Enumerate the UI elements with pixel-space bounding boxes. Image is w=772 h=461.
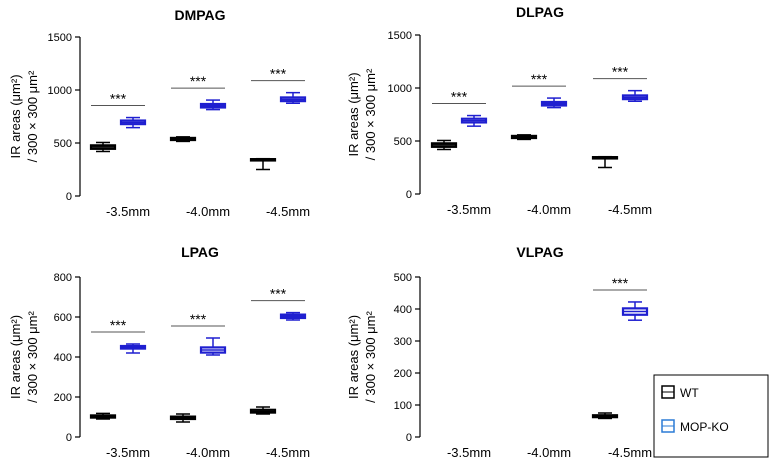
y-tick-label: 600 bbox=[54, 312, 72, 324]
y-axis-label-line1: IR areas (μm²) bbox=[8, 74, 23, 158]
x-category-label: -4.0mm bbox=[527, 202, 571, 217]
y-tick-label: 400 bbox=[54, 352, 72, 364]
box-mopko bbox=[621, 89, 649, 102]
y-tick-label: 100 bbox=[394, 400, 412, 412]
box-wt bbox=[169, 136, 197, 143]
x-category-label: -4.0mm bbox=[186, 204, 230, 219]
significance-label: *** bbox=[451, 89, 468, 105]
y-axis-label-line1: IR areas (μm²) bbox=[346, 315, 361, 399]
panel-title: VLPAG bbox=[516, 244, 563, 260]
box-mopko bbox=[199, 99, 227, 111]
panel-lpag: LPAG IR areas (μm²)/ 300 × 300 μm² 0 200 400… bbox=[8, 244, 310, 460]
x-category-label: -4.5mm bbox=[608, 202, 652, 217]
y-tick-label: 0 bbox=[66, 432, 72, 444]
box-mopko bbox=[621, 301, 649, 321]
box-wt bbox=[249, 157, 277, 171]
panel-title: DMPAG bbox=[174, 7, 225, 23]
x-category-label: -3.5mm bbox=[106, 445, 150, 460]
y-tick-label: 0 bbox=[406, 189, 412, 201]
y-tick-label: 1000 bbox=[388, 83, 412, 95]
y-tick-label: 200 bbox=[394, 368, 412, 380]
panel-dlpag: DLPAG IR areas (μm²)/ 300 × 300 μm² 0 500 10… bbox=[346, 4, 652, 217]
x-category-label: -4.5mm bbox=[266, 445, 310, 460]
y-tick-label: 1500 bbox=[388, 30, 412, 42]
x-category-label: -3.5mm bbox=[106, 204, 150, 219]
y-tick-label: 800 bbox=[54, 272, 72, 284]
box-wt bbox=[591, 155, 619, 169]
panel-vlpag: VLPAG IR areas (μm²)/ 300 × 300 μm² 0 100 20… bbox=[346, 244, 652, 460]
box-wt bbox=[89, 412, 117, 420]
y-axis-label: IR areas (μm²)/ 300 × 300 μm² bbox=[346, 310, 378, 402]
box-wt bbox=[169, 413, 197, 423]
box-wt bbox=[510, 134, 538, 141]
y-axis-label: IR areas (μm²)/ 300 × 300 μm² bbox=[346, 68, 378, 160]
y-tick-label: 400 bbox=[394, 304, 412, 316]
x-category-label: -4.0mm bbox=[527, 445, 571, 460]
box-mopko bbox=[460, 114, 488, 127]
significance-label: *** bbox=[190, 73, 207, 89]
significance-label: *** bbox=[270, 66, 287, 82]
box-mopko bbox=[199, 337, 227, 356]
box-mopko bbox=[540, 97, 568, 109]
panel-dmpag: DMPAG IR areas (μm²)/ 300 × 300 μm² 0 500 10… bbox=[8, 7, 310, 219]
box-mopko bbox=[119, 116, 147, 129]
x-category-label: -3.5mm bbox=[447, 445, 491, 460]
legend-label-mopko: MOP-KO bbox=[680, 420, 729, 434]
y-tick-label: 1500 bbox=[48, 32, 72, 44]
box-mopko bbox=[279, 311, 307, 321]
y-axis-label: IR areas (μm²)/ 300 × 300 μm² bbox=[8, 70, 40, 162]
box-wt bbox=[249, 406, 277, 415]
y-tick-label: 200 bbox=[54, 392, 72, 404]
box-mopko bbox=[119, 343, 147, 354]
y-axis-label-line2: / 300 × 300 μm² bbox=[25, 310, 40, 402]
panel-title: DLPAG bbox=[516, 4, 564, 20]
panel-title: LPAG bbox=[181, 244, 219, 260]
box-mopko bbox=[279, 91, 307, 104]
significance-label: *** bbox=[270, 286, 287, 302]
box-wt bbox=[430, 139, 458, 151]
y-tick-label: 500 bbox=[394, 136, 412, 148]
x-category-label: -4.0mm bbox=[186, 445, 230, 460]
y-tick-label: 300 bbox=[394, 336, 412, 348]
significance-label: *** bbox=[110, 317, 127, 333]
y-axis-label-line2: / 300 × 300 μm² bbox=[363, 68, 378, 160]
y-tick-label: 500 bbox=[394, 272, 412, 284]
box-wt bbox=[591, 412, 619, 420]
box-wt bbox=[89, 141, 117, 153]
x-category-label: -4.5mm bbox=[266, 204, 310, 219]
y-axis-label-line2: / 300 × 300 μm² bbox=[25, 70, 40, 162]
legend: WT MOP-KO bbox=[653, 374, 769, 458]
y-axis-label-line1: IR areas (μm²) bbox=[346, 72, 361, 156]
legend-label-wt: WT bbox=[680, 386, 699, 400]
significance-label: *** bbox=[531, 71, 548, 87]
x-category-label: -4.5mm bbox=[608, 445, 652, 460]
y-tick-label: 0 bbox=[66, 191, 72, 203]
y-tick-label: 0 bbox=[406, 432, 412, 444]
y-tick-label: 1000 bbox=[48, 85, 72, 97]
y-tick-label: 500 bbox=[54, 138, 72, 150]
significance-label: *** bbox=[190, 311, 207, 327]
y-axis-label: IR areas (μm²)/ 300 × 300 μm² bbox=[8, 310, 40, 402]
y-axis-label-line2: / 300 × 300 μm² bbox=[363, 310, 378, 402]
significance-label: *** bbox=[612, 64, 629, 80]
significance-label: *** bbox=[110, 91, 127, 107]
x-category-label: -3.5mm bbox=[447, 202, 491, 217]
y-axis-label-line1: IR areas (μm²) bbox=[8, 315, 23, 399]
significance-label: *** bbox=[612, 275, 629, 291]
